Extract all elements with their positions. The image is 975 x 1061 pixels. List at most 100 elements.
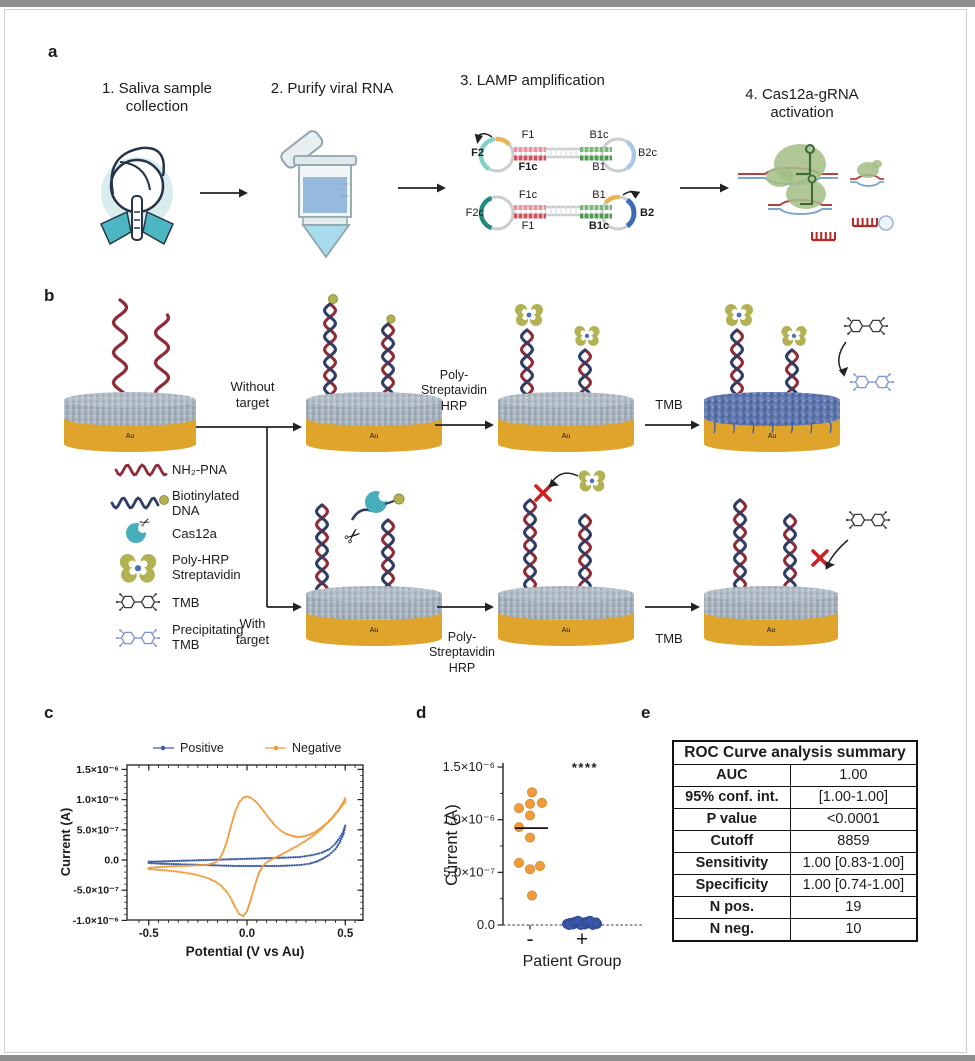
group-positive-tick: + xyxy=(575,928,589,951)
cas12a-activation-graphic xyxy=(738,144,894,242)
tmb-molecule-icon xyxy=(845,511,891,529)
curved-arrowhead-icon xyxy=(548,479,559,488)
hrp-bite xyxy=(593,475,599,481)
roc-metric-value: 10 xyxy=(789,918,918,942)
rna-sample-liquid xyxy=(303,177,347,213)
pna-strand xyxy=(380,518,396,594)
curved-arrowhead-icon xyxy=(825,561,835,570)
hrp-bite xyxy=(129,567,137,575)
roc-metric-value: 8859 xyxy=(789,830,918,853)
roc-table-row: N neg. 10 xyxy=(672,918,918,942)
blocked-x-icon xyxy=(534,484,552,502)
hrp-bite xyxy=(794,335,800,341)
y-tick-label: 0.0 xyxy=(477,917,495,932)
streptavidin-core-icon xyxy=(589,478,595,484)
roc-metric-value: [1.00-1.00] xyxy=(789,786,918,809)
precipitating-tmb-icon xyxy=(115,629,161,647)
roc-table-row: Cutoff 8859 xyxy=(672,830,918,853)
dna-strand xyxy=(729,328,745,396)
pna-strand xyxy=(314,503,330,591)
pna-strand xyxy=(732,498,748,592)
legend-entry-negative: Negative xyxy=(265,741,341,755)
streptavidin-core-icon xyxy=(584,333,590,339)
pna-strand xyxy=(153,313,171,403)
electrode-au-label: Au xyxy=(768,433,777,440)
reporter-circle-icon xyxy=(878,215,894,231)
c-y-axis-title: Current (A) xyxy=(58,807,74,877)
roc-metric-name: AUC xyxy=(672,764,791,787)
roc-metric-name: Cutoff xyxy=(672,830,791,853)
cas12a-icon: ✂ xyxy=(126,513,154,543)
lamp-label-f1c-2: F1c xyxy=(518,189,538,201)
roc-metric-name: Specificity xyxy=(672,874,791,897)
scissors-icon: ✂ xyxy=(340,523,367,551)
tmb-precipitate-layer xyxy=(704,392,840,426)
hrp-bite xyxy=(731,309,738,315)
y-tick-label: -5.0×10⁻⁷ xyxy=(73,885,119,897)
streptavidin-core-icon xyxy=(736,312,742,318)
roc-summary-table: ROC Curve analysis summary AUC 1.00 95% con… xyxy=(672,740,918,942)
legend-precipitating-tmb-label: Precipitating TMB xyxy=(172,622,244,652)
streptavidin-core-icon xyxy=(526,312,532,318)
lamp-label-b1c: B1c xyxy=(589,129,609,141)
dna-strand xyxy=(522,498,538,592)
legend-label: Negative xyxy=(292,741,341,755)
tmb-label-bottom: TMB xyxy=(655,631,683,646)
arrowhead-icon xyxy=(293,602,302,612)
step-4-title: 4. Cas12a-gRNA activation xyxy=(745,86,859,122)
electrode-au-label: Au xyxy=(562,433,571,440)
c-x-axis-title: Potential (V vs Au) xyxy=(185,944,305,959)
dna-strand xyxy=(577,513,593,593)
arrowhead-icon xyxy=(239,188,248,198)
y-tick-label: -1.0×10⁻⁶ xyxy=(73,915,119,927)
scatter-group-positive xyxy=(561,915,602,930)
roc-table-row: 95% conf. int. [1.00-1.00] xyxy=(672,786,918,809)
x-tick-label: -0.5 xyxy=(139,928,159,940)
electrode-au-label: Au xyxy=(126,433,135,440)
legend-cas12a-label: Cas12a xyxy=(172,526,217,541)
dna-strand xyxy=(314,503,330,591)
tmb-icon xyxy=(115,593,161,611)
pna-strand xyxy=(729,328,745,396)
hrp-bite xyxy=(521,309,528,315)
hrp-bite xyxy=(587,335,593,341)
tmb-molecule-icon xyxy=(115,593,161,611)
roc-metric-value: 1.00 xyxy=(789,764,918,787)
biotin-icon xyxy=(386,314,396,324)
roc-table-row: P value <0.0001 xyxy=(672,808,918,831)
y-tick-label: 0.0 xyxy=(104,855,119,867)
arrowhead-icon xyxy=(485,420,494,430)
without-target-label: Without target xyxy=(230,379,275,410)
hrp-bite xyxy=(592,480,599,486)
panel-a-graphics xyxy=(100,130,894,259)
curved-arrowhead-icon xyxy=(474,133,483,145)
y-tick-label: 5.0×10⁻⁷ xyxy=(77,824,119,836)
roc-metric-value: 1.00 [0.83-1.00] xyxy=(789,852,918,875)
electrode-au-label: Au xyxy=(370,433,379,440)
gold-electrode: Au xyxy=(498,586,634,646)
dna-strand xyxy=(782,513,798,593)
x-tick-label: 0.0 xyxy=(239,928,255,940)
step-1-title: 1. Saliva sample collection xyxy=(101,80,213,116)
saliva-collector-icon xyxy=(131,195,143,241)
y-tick-label: 1.0×10⁻⁶ xyxy=(443,812,495,827)
hrp-bite xyxy=(522,314,528,321)
biotin-icon xyxy=(328,294,338,304)
hrp-bite xyxy=(740,314,746,321)
hrp-bite xyxy=(787,330,793,336)
tmb-label-top: TMB xyxy=(655,397,683,412)
tmb-molecule-icon xyxy=(849,373,895,391)
poly-streptavidin-hrp-label-bottom: Poly- Streptavidin HRP xyxy=(428,630,495,675)
lamp-label-f2c: F2c xyxy=(465,207,484,219)
saliva-person-icon xyxy=(100,146,174,246)
legend-biotinylated-dna-label: Biotinylated DNA xyxy=(172,488,240,518)
legend-entry-positive: Positive xyxy=(153,741,224,755)
d-x-axis-title: Patient Group xyxy=(522,953,622,970)
dna-strand xyxy=(322,302,338,396)
gold-electrode-precipitate: Au xyxy=(704,392,840,452)
hrp-bite xyxy=(139,567,147,575)
roc-metric-name: Sensitivity xyxy=(672,852,791,875)
hrp-bite xyxy=(740,309,747,315)
tmb-molecule-icon xyxy=(115,629,161,647)
